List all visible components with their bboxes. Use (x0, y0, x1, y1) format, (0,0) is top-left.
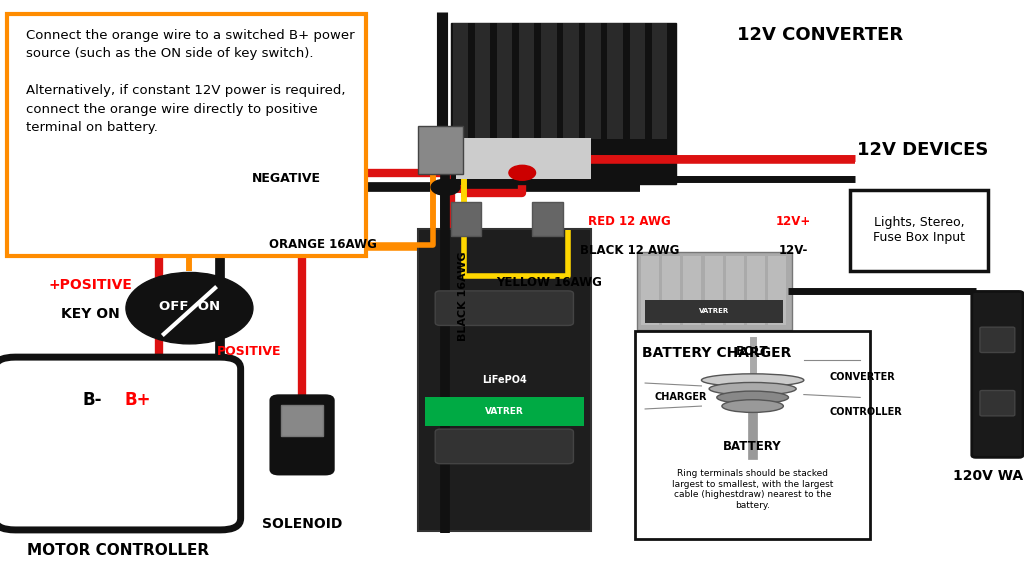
Text: BLACK 16AWG: BLACK 16AWG (458, 252, 468, 342)
Text: LiFePO4: LiFePO4 (482, 375, 526, 385)
Text: 12V+: 12V+ (776, 215, 811, 228)
Text: 12V-: 12V- (779, 244, 808, 257)
FancyBboxPatch shape (532, 202, 563, 236)
Ellipse shape (722, 400, 783, 412)
Text: CONTROLLER: CONTROLLER (829, 407, 902, 417)
FancyBboxPatch shape (645, 300, 783, 323)
FancyBboxPatch shape (651, 23, 668, 139)
Text: BOLT: BOLT (736, 345, 769, 358)
Text: OFF  ON: OFF ON (159, 300, 220, 313)
Text: KEY ON: KEY ON (60, 307, 120, 321)
Text: Lights, Stereo,
Fuse Box Input: Lights, Stereo, Fuse Box Input (873, 217, 965, 244)
FancyBboxPatch shape (451, 23, 676, 184)
FancyBboxPatch shape (850, 190, 988, 271)
FancyBboxPatch shape (270, 396, 333, 474)
Text: RED 12 AWG: RED 12 AWG (589, 215, 671, 228)
Circle shape (126, 272, 253, 344)
Ellipse shape (717, 391, 788, 404)
FancyBboxPatch shape (425, 397, 584, 426)
FancyBboxPatch shape (607, 23, 623, 139)
Text: MOTOR CONTROLLER: MOTOR CONTROLLER (27, 543, 209, 558)
FancyBboxPatch shape (972, 291, 1023, 457)
FancyBboxPatch shape (563, 23, 579, 139)
FancyBboxPatch shape (418, 126, 463, 174)
FancyBboxPatch shape (748, 256, 765, 325)
Ellipse shape (701, 374, 804, 386)
Text: 120V WALL: 120V WALL (953, 469, 1024, 483)
Text: CHARGER: CHARGER (654, 392, 707, 403)
Text: Ring terminals should be stacked
largest to smallest, with the largest
cable (hi: Ring terminals should be stacked largest… (672, 469, 834, 510)
Text: BLACK 12 AWG: BLACK 12 AWG (580, 244, 680, 257)
FancyBboxPatch shape (630, 23, 645, 139)
FancyBboxPatch shape (435, 429, 573, 464)
FancyBboxPatch shape (768, 256, 786, 325)
Text: ORANGE 16AWG: ORANGE 16AWG (268, 238, 377, 251)
FancyBboxPatch shape (435, 291, 573, 325)
Text: VATRER: VATRER (699, 308, 729, 314)
Text: 12V DEVICES: 12V DEVICES (857, 141, 988, 159)
Text: YELLOW 16AWG: YELLOW 16AWG (497, 276, 602, 289)
FancyBboxPatch shape (635, 331, 870, 539)
FancyBboxPatch shape (541, 23, 557, 139)
FancyBboxPatch shape (980, 327, 1015, 353)
FancyBboxPatch shape (586, 23, 601, 139)
Ellipse shape (709, 382, 797, 395)
FancyBboxPatch shape (637, 252, 792, 330)
Text: Connect the orange wire to a switched B+ power
source (such as the ON side of ke: Connect the orange wire to a switched B+… (26, 29, 354, 134)
Text: BATTERY: BATTERY (723, 440, 782, 453)
Text: SOLENOID: SOLENOID (262, 517, 342, 531)
FancyBboxPatch shape (451, 202, 481, 236)
FancyBboxPatch shape (519, 23, 535, 139)
Text: B+: B+ (125, 391, 152, 410)
Circle shape (431, 179, 460, 195)
FancyBboxPatch shape (497, 23, 512, 139)
FancyBboxPatch shape (980, 391, 1015, 416)
Text: VATRER: VATRER (485, 407, 523, 416)
FancyBboxPatch shape (641, 256, 659, 325)
Text: 12V CONVERTER: 12V CONVERTER (737, 26, 903, 44)
Circle shape (509, 165, 536, 180)
Text: BATTERY CHARGER: BATTERY CHARGER (642, 346, 792, 359)
FancyBboxPatch shape (456, 138, 591, 179)
Text: POSITIVE: POSITIVE (217, 345, 281, 358)
FancyBboxPatch shape (453, 23, 468, 139)
Text: B-: B- (82, 391, 102, 410)
Text: NEGATIVE: NEGATIVE (252, 172, 322, 185)
FancyBboxPatch shape (663, 256, 680, 325)
FancyBboxPatch shape (705, 256, 723, 325)
Text: +POSITIVE: +POSITIVE (48, 278, 132, 292)
FancyBboxPatch shape (418, 229, 591, 531)
FancyBboxPatch shape (281, 405, 323, 436)
Text: CONVERTER: CONVERTER (829, 372, 895, 382)
FancyBboxPatch shape (0, 357, 241, 530)
FancyBboxPatch shape (726, 256, 743, 325)
FancyBboxPatch shape (475, 23, 490, 139)
FancyBboxPatch shape (7, 14, 366, 256)
FancyBboxPatch shape (683, 256, 701, 325)
